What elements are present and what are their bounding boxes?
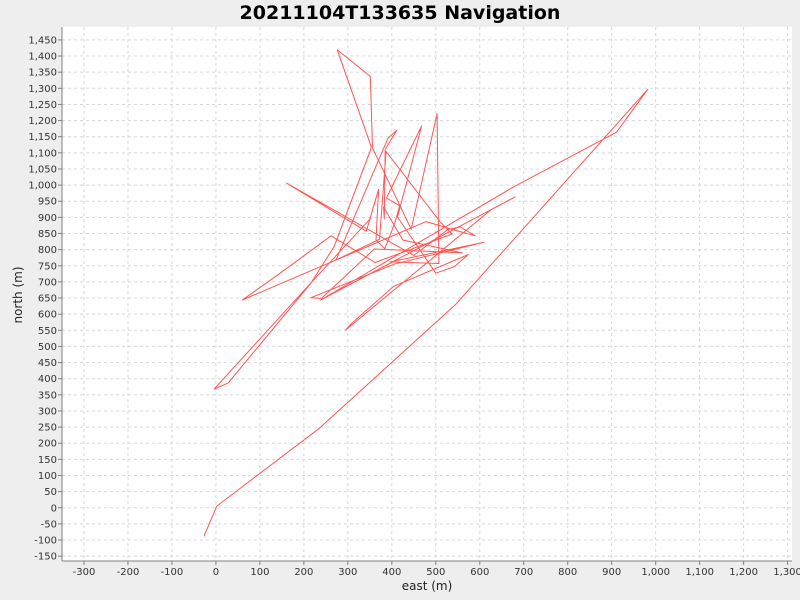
y-tick-label: 800 <box>38 245 57 256</box>
x-tick-label: 800 <box>558 567 577 578</box>
y-tick-label: 150 <box>38 455 57 466</box>
y-tick-label: 1,350 <box>28 68 57 79</box>
y-axis-label: north (m) <box>11 266 25 323</box>
series-layer <box>203 49 649 537</box>
y-axis-ticks: -150 -100 -50 0 50 100 150 200 250 300 350 400 450 50… <box>28 35 62 563</box>
y-tick-label: 500 <box>38 342 57 353</box>
x-tick-label: 1,300 <box>773 567 800 578</box>
y-tick-label: 550 <box>38 326 57 337</box>
y-tick-label: 1,250 <box>28 100 57 111</box>
x-tick-label: 1,200 <box>729 567 758 578</box>
x-tick-label: -100 <box>161 567 184 578</box>
y-tick-label: 350 <box>38 390 57 401</box>
grid-lines <box>62 27 792 561</box>
x-tick-label: 200 <box>294 567 313 578</box>
y-tick-label: 1,450 <box>28 35 57 46</box>
y-tick-label: 750 <box>38 261 57 272</box>
x-tick-label: -300 <box>73 567 96 578</box>
y-tick-label: 250 <box>38 423 57 434</box>
y-tick-label: -100 <box>34 536 57 547</box>
x-tick-label: 500 <box>426 567 445 578</box>
y-tick-label: 450 <box>38 358 57 369</box>
y-tick-label: 300 <box>38 406 57 417</box>
y-tick-label: 1,200 <box>28 116 57 127</box>
y-tick-label: 900 <box>38 213 57 224</box>
x-tick-label: 300 <box>338 567 357 578</box>
x-tick-label: 400 <box>382 567 401 578</box>
x-axis-ticks: -300 -200 -100 0 100 200 300 400 500 600 700 800 900… <box>73 561 800 578</box>
x-tick-label: 0 <box>213 567 219 578</box>
y-tick-label: 200 <box>38 439 57 450</box>
y-tick-label: 850 <box>38 229 57 240</box>
plot-area <box>62 27 792 561</box>
y-tick-label: 1,000 <box>28 181 57 192</box>
y-tick-label: 600 <box>38 310 57 321</box>
y-tick-label: -150 <box>34 552 57 563</box>
x-axis-label: east (m) <box>402 579 453 593</box>
y-tick-label: 1,050 <box>28 164 57 175</box>
y-tick-label: 1,400 <box>28 52 57 63</box>
y-tick-label: 1,100 <box>28 148 57 159</box>
x-tick-label: 100 <box>250 567 269 578</box>
x-tick-label: 1,100 <box>685 567 714 578</box>
x-tick-label: -200 <box>117 567 140 578</box>
x-tick-label: 1,000 <box>641 567 670 578</box>
y-tick-label: 650 <box>38 294 57 305</box>
navigation-track-line <box>203 49 649 537</box>
y-tick-label: 1,300 <box>28 84 57 95</box>
y-tick-label: 950 <box>38 197 57 208</box>
y-tick-label: 1,150 <box>28 132 57 143</box>
y-tick-label: 50 <box>44 487 57 498</box>
y-tick-label: 400 <box>38 374 57 385</box>
x-tick-label: 700 <box>514 567 533 578</box>
x-tick-label: 900 <box>602 567 621 578</box>
y-tick-label: 700 <box>38 277 57 288</box>
x-tick-label: 600 <box>470 567 489 578</box>
y-tick-label: 100 <box>38 471 57 482</box>
chart-title: 20211104T133635 Navigation <box>240 2 561 24</box>
y-tick-label: 0 <box>51 503 57 514</box>
y-tick-label: -50 <box>41 519 57 530</box>
